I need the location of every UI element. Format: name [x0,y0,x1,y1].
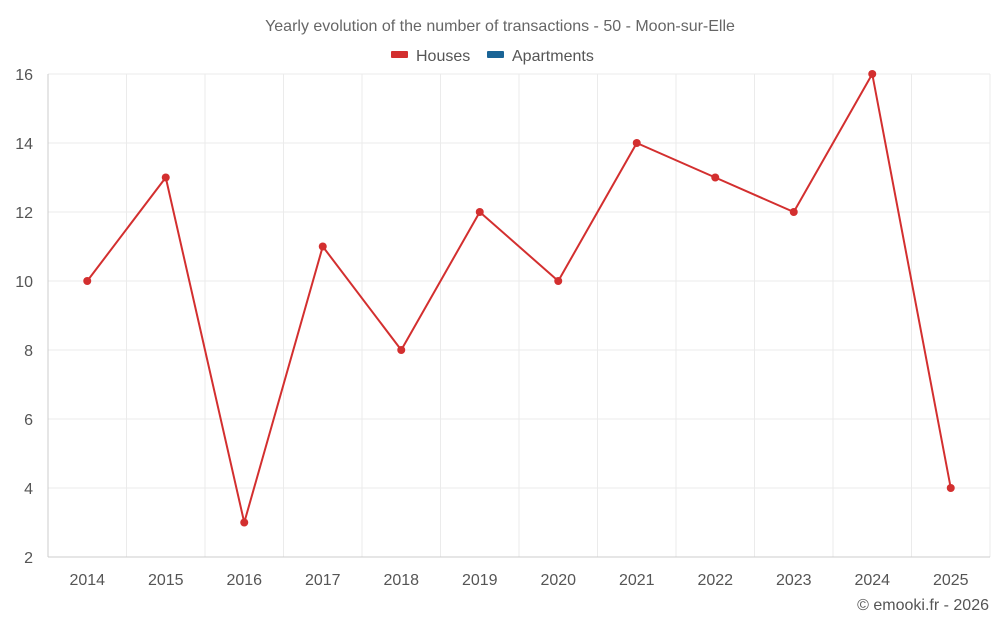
y-tick-label: 2 [24,550,33,567]
data-point-houses-2020[interactable] [554,277,563,285]
gridlines [47,73,991,557]
x-tick-label: 2020 [540,572,576,589]
legend-label-houses: Houses [416,48,470,65]
y-tick-label: 6 [24,412,33,429]
data-point-houses-2019[interactable] [475,208,484,216]
x-tick-label: 2015 [148,572,184,589]
legend-item-houses[interactable]: Houses [391,48,470,65]
data-point-houses-2025[interactable] [946,484,955,492]
data-point-houses-2024[interactable] [868,70,877,78]
data-point-houses-2016[interactable] [240,518,249,527]
x-tick-label: 2014 [69,572,105,589]
legend-swatch-houses [391,51,408,58]
legend: Houses Apartments [391,48,594,65]
axes [47,74,990,558]
x-tick-label: 2019 [462,572,498,589]
data-point-houses-2014[interactable] [83,277,92,285]
y-tick-label: 14 [15,136,33,153]
data-point-houses-2022[interactable] [711,173,720,182]
chart-title: Yearly evolution of the number of transa… [265,18,735,35]
data-point-houses-2018[interactable] [397,346,406,354]
x-tick-label: 2022 [697,572,733,589]
legend-label-apartments: Apartments [512,48,594,65]
y-tick-label: 12 [15,205,33,222]
series-houses [83,70,955,527]
series-line-houses [86,73,952,524]
x-tick-label: 2025 [933,572,969,589]
y-axis-ticks: 2 4 6 8 10 12 14 16 [15,67,33,567]
x-tick-label: 2024 [854,572,890,589]
x-axis-ticks: 2014 2015 2016 2017 2018 2019 2020 2021 2022 2023… [69,572,968,589]
x-tick-label: 2021 [619,572,655,589]
data-point-houses-2017[interactable] [318,242,327,251]
x-tick-label: 2018 [383,572,419,589]
x-tick-label: 2016 [226,572,262,589]
data-point-houses-2021[interactable] [632,139,641,147]
data-point-houses-2015[interactable] [161,173,170,182]
data-point-houses-2023[interactable] [789,208,798,216]
x-tick-label: 2017 [305,572,341,589]
legend-swatch-apartments [487,51,504,58]
x-tick-label: 2023 [776,572,812,589]
y-tick-label: 10 [15,274,33,291]
y-tick-label: 16 [15,67,33,84]
legend-item-apartments[interactable]: Apartments [487,48,594,65]
credit-text: © emooki.fr - 2026 [857,597,989,614]
y-tick-label: 8 [24,343,33,360]
y-tick-label: 4 [24,481,33,498]
